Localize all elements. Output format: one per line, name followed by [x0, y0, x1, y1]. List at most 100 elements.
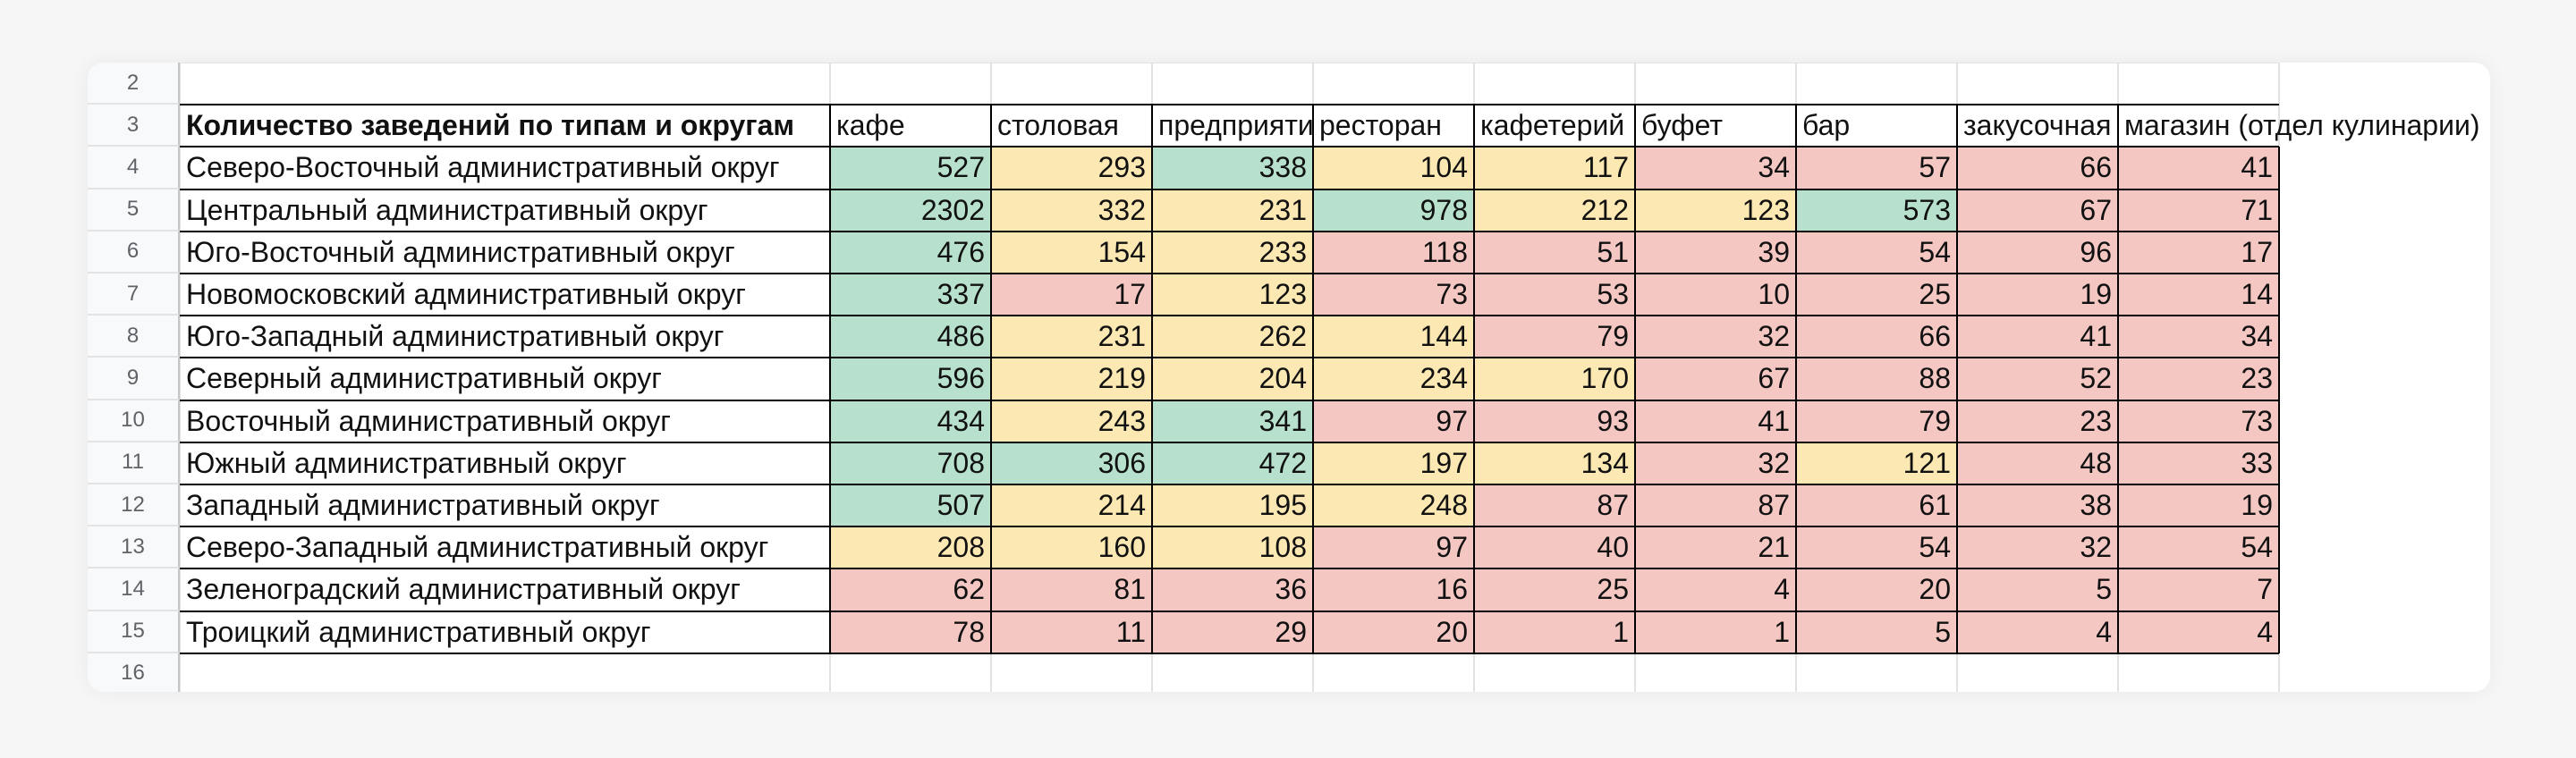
value-cell[interactable]: 67 [1635, 358, 1796, 400]
value-cell[interactable]: 231 [1152, 189, 1313, 232]
value-cell[interactable]: 197 [1313, 442, 1474, 484]
value-cell[interactable]: 243 [991, 400, 1152, 442]
value-cell[interactable]: 154 [991, 231, 1152, 274]
value-cell[interactable]: 67 [1957, 189, 2118, 232]
row-header[interactable]: 4 [88, 147, 180, 190]
value-cell[interactable]: 1 [1635, 611, 1796, 653]
value-cell[interactable]: 34 [2118, 316, 2279, 358]
value-cell[interactable]: 4 [1957, 611, 2118, 653]
value-cell[interactable]: 97 [1313, 400, 1474, 442]
value-cell[interactable]: 57 [1796, 147, 1957, 190]
district-label-cell[interactable]: Южный административный округ [186, 446, 627, 479]
column-header-cell[interactable]: магазин (отдел кулинарии) [2124, 109, 2480, 142]
district-label-cell[interactable]: Восточный административный округ [186, 404, 671, 437]
row-header[interactable]: 14 [88, 568, 180, 611]
value-cell[interactable]: 34 [1635, 147, 1796, 190]
value-cell[interactable]: 7 [2118, 568, 2279, 611]
value-cell[interactable]: 41 [1957, 316, 2118, 358]
row-header[interactable]: 10 [88, 400, 180, 442]
row-header[interactable]: 16 [88, 653, 180, 692]
value-cell[interactable]: 79 [1796, 400, 1957, 442]
value-cell[interactable]: 66 [1957, 147, 2118, 190]
value-cell[interactable]: 38 [1957, 484, 2118, 527]
district-label-cell[interactable]: Центральный административный округ [186, 193, 708, 226]
value-cell[interactable]: 108 [1152, 526, 1313, 569]
value-cell[interactable]: 170 [1474, 358, 1635, 400]
district-label-cell[interactable]: Новомосковский административный округ [186, 278, 746, 311]
value-cell[interactable]: 262 [1152, 316, 1313, 358]
value-cell[interactable]: 123 [1152, 274, 1313, 316]
value-cell[interactable]: 234 [1313, 358, 1474, 400]
value-cell[interactable]: 4 [2118, 611, 2279, 653]
value-cell[interactable]: 219 [991, 358, 1152, 400]
value-cell[interactable]: 1 [1474, 611, 1635, 653]
value-cell[interactable]: 20 [1313, 611, 1474, 653]
value-cell[interactable]: 118 [1313, 231, 1474, 274]
value-cell[interactable]: 25 [1474, 568, 1635, 611]
value-cell[interactable]: 53 [1474, 274, 1635, 316]
value-cell[interactable]: 23 [2118, 358, 2279, 400]
value-cell[interactable]: 33 [2118, 442, 2279, 484]
value-cell[interactable]: 472 [1152, 442, 1313, 484]
value-cell[interactable]: 66 [1796, 316, 1957, 358]
value-cell[interactable]: 19 [2118, 484, 2279, 527]
value-cell[interactable]: 10 [1635, 274, 1796, 316]
value-cell[interactable]: 79 [1474, 316, 1635, 358]
value-cell[interactable]: 338 [1152, 147, 1313, 190]
column-header-cell[interactable]: ресторан [1319, 109, 1442, 142]
value-cell[interactable]: 527 [830, 147, 991, 190]
value-cell[interactable]: 212 [1474, 189, 1635, 232]
value-cell[interactable]: 54 [1796, 231, 1957, 274]
value-cell[interactable]: 121 [1796, 442, 1957, 484]
value-cell[interactable]: 434 [830, 400, 991, 442]
column-header-cell[interactable]: столовая [997, 109, 1119, 142]
value-cell[interactable]: 81 [991, 568, 1152, 611]
column-header-cell[interactable]: кафе [836, 109, 905, 142]
value-cell[interactable]: 5 [1957, 568, 2118, 611]
value-cell[interactable]: 248 [1313, 484, 1474, 527]
row-header[interactable]: 5 [88, 189, 180, 232]
value-cell[interactable]: 507 [830, 484, 991, 527]
value-cell[interactable]: 144 [1313, 316, 1474, 358]
value-cell[interactable]: 62 [830, 568, 991, 611]
value-cell[interactable]: 16 [1313, 568, 1474, 611]
row-header[interactable]: 12 [88, 484, 180, 527]
column-header-cell[interactable]: предприяти [1158, 109, 1313, 142]
value-cell[interactable]: 87 [1474, 484, 1635, 527]
value-cell[interactable]: 123 [1635, 189, 1796, 232]
value-cell[interactable]: 36 [1152, 568, 1313, 611]
row-header[interactable]: 6 [88, 231, 180, 274]
value-cell[interactable]: 32 [1957, 526, 2118, 569]
column-header-cell[interactable]: буфет [1641, 109, 1723, 142]
value-cell[interactable]: 117 [1474, 147, 1635, 190]
value-cell[interactable]: 11 [991, 611, 1152, 653]
value-cell[interactable]: 337 [830, 274, 991, 316]
row-header[interactable]: 15 [88, 611, 180, 653]
value-cell[interactable]: 25 [1796, 274, 1957, 316]
value-cell[interactable]: 39 [1635, 231, 1796, 274]
value-cell[interactable]: 23 [1957, 400, 2118, 442]
value-cell[interactable]: 51 [1474, 231, 1635, 274]
district-label-cell[interactable]: Троицкий административный округ [186, 615, 651, 648]
value-cell[interactable]: 208 [830, 526, 991, 569]
value-cell[interactable]: 21 [1635, 526, 1796, 569]
value-cell[interactable]: 341 [1152, 400, 1313, 442]
district-label-cell[interactable]: Зеленоградский административный округ [186, 573, 741, 606]
value-cell[interactable]: 596 [830, 358, 991, 400]
value-cell[interactable]: 233 [1152, 231, 1313, 274]
value-cell[interactable]: 4 [1635, 568, 1796, 611]
value-cell[interactable]: 17 [2118, 231, 2279, 274]
value-cell[interactable]: 61 [1796, 484, 1957, 527]
value-cell[interactable]: 88 [1796, 358, 1957, 400]
row-header[interactable]: 9 [88, 358, 180, 400]
value-cell[interactable]: 19 [1957, 274, 2118, 316]
value-cell[interactable]: 40 [1474, 526, 1635, 569]
table-title-cell[interactable]: Количество заведений по типам и округам [186, 109, 795, 142]
value-cell[interactable]: 71 [2118, 189, 2279, 232]
row-header[interactable]: 13 [88, 526, 180, 569]
value-cell[interactable]: 52 [1957, 358, 2118, 400]
value-cell[interactable]: 97 [1313, 526, 1474, 569]
row-header[interactable]: 7 [88, 274, 180, 316]
value-cell[interactable]: 195 [1152, 484, 1313, 527]
district-label-cell[interactable]: Северо-Западный административный округ [186, 531, 769, 564]
